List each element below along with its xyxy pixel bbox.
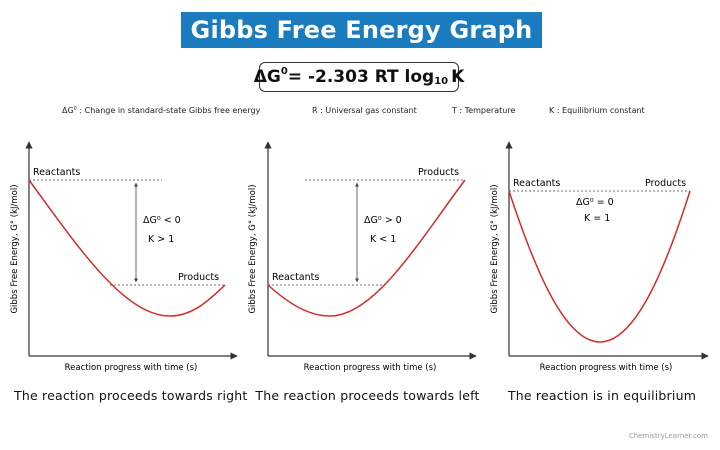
energy-curve-2 bbox=[267, 179, 466, 317]
panel-2: Gibbs Free Energy, G° (kJ/mol) Reaction … bbox=[248, 141, 477, 373]
reactants-label-1: Reactants bbox=[33, 167, 80, 178]
dg-label-2: ΔG⁰ > 0 bbox=[364, 215, 402, 226]
x-axis-label-3: Reaction progress with time (s) bbox=[540, 363, 673, 373]
products-label-2: Products bbox=[418, 167, 459, 178]
energy-curve-1 bbox=[28, 179, 226, 317]
y-axis-label-3: Gibbs Free Energy, G° (kJ/mol) bbox=[490, 184, 500, 313]
y-axis-label-2: Gibbs Free Energy, G° (kJ/mol) bbox=[248, 184, 258, 313]
formula-lhs: ΔG bbox=[253, 67, 281, 87]
legend-dg: ΔG0 : Change in standard-state Gibbs fre… bbox=[62, 106, 260, 115]
caption-panel-1: The reaction proceeds towards right bbox=[14, 388, 248, 403]
energy-curve-3 bbox=[508, 190, 691, 343]
dg-label-3: ΔG⁰ = 0 bbox=[576, 197, 614, 208]
formula-lhs-sup: 0 bbox=[280, 65, 288, 77]
products-label-1: Products bbox=[178, 272, 219, 283]
legend-r: R : Universal gas constant bbox=[312, 106, 417, 115]
k-label-1: K > 1 bbox=[148, 234, 174, 245]
panel-3: Gibbs Free Energy, G° (kJ/mol) Reaction … bbox=[490, 141, 709, 373]
legend-dg-desc: : Change in standard-state Gibbs free en… bbox=[76, 106, 261, 115]
caption-panel-2: The reaction proceeds towards left bbox=[255, 388, 480, 403]
x-axis-label-2: Reaction progress with time (s) bbox=[304, 363, 437, 373]
reactants-label-2: Reactants bbox=[272, 272, 319, 283]
legend-k: K : Equilibrium constant bbox=[549, 106, 645, 115]
caption-panel-3: The reaction is in equilibrium bbox=[507, 388, 697, 403]
formula-rhs: = -2.303 RT log bbox=[287, 67, 435, 87]
products-label-3: Products bbox=[645, 178, 686, 189]
formula-k: K bbox=[451, 67, 465, 87]
watermark: ChemistryLearner.com bbox=[628, 432, 708, 440]
legend-dg-symbol: ΔG bbox=[62, 106, 74, 115]
page-title: Gibbs Free Energy Graph bbox=[181, 12, 542, 48]
legend-t: T : Temperature bbox=[452, 106, 516, 115]
k-label-3: K = 1 bbox=[584, 213, 610, 224]
dg-label-1: ΔG⁰ < 0 bbox=[143, 215, 181, 226]
panel-1: Gibbs Free Energy, G° (kJ/mol) Reaction … bbox=[10, 141, 238, 373]
gibbs-formula: ΔG 0 = -2.303 RT log 10 K bbox=[254, 62, 464, 92]
y-axis-label-1: Gibbs Free Energy, G° (kJ/mol) bbox=[10, 184, 20, 313]
legend-dg-sup: 0 bbox=[73, 106, 77, 112]
reactants-label-3: Reactants bbox=[513, 178, 560, 189]
formula-log-base: 10 bbox=[434, 75, 449, 87]
x-axis-label-1: Reaction progress with time (s) bbox=[65, 363, 198, 373]
k-label-2: K < 1 bbox=[370, 234, 396, 245]
